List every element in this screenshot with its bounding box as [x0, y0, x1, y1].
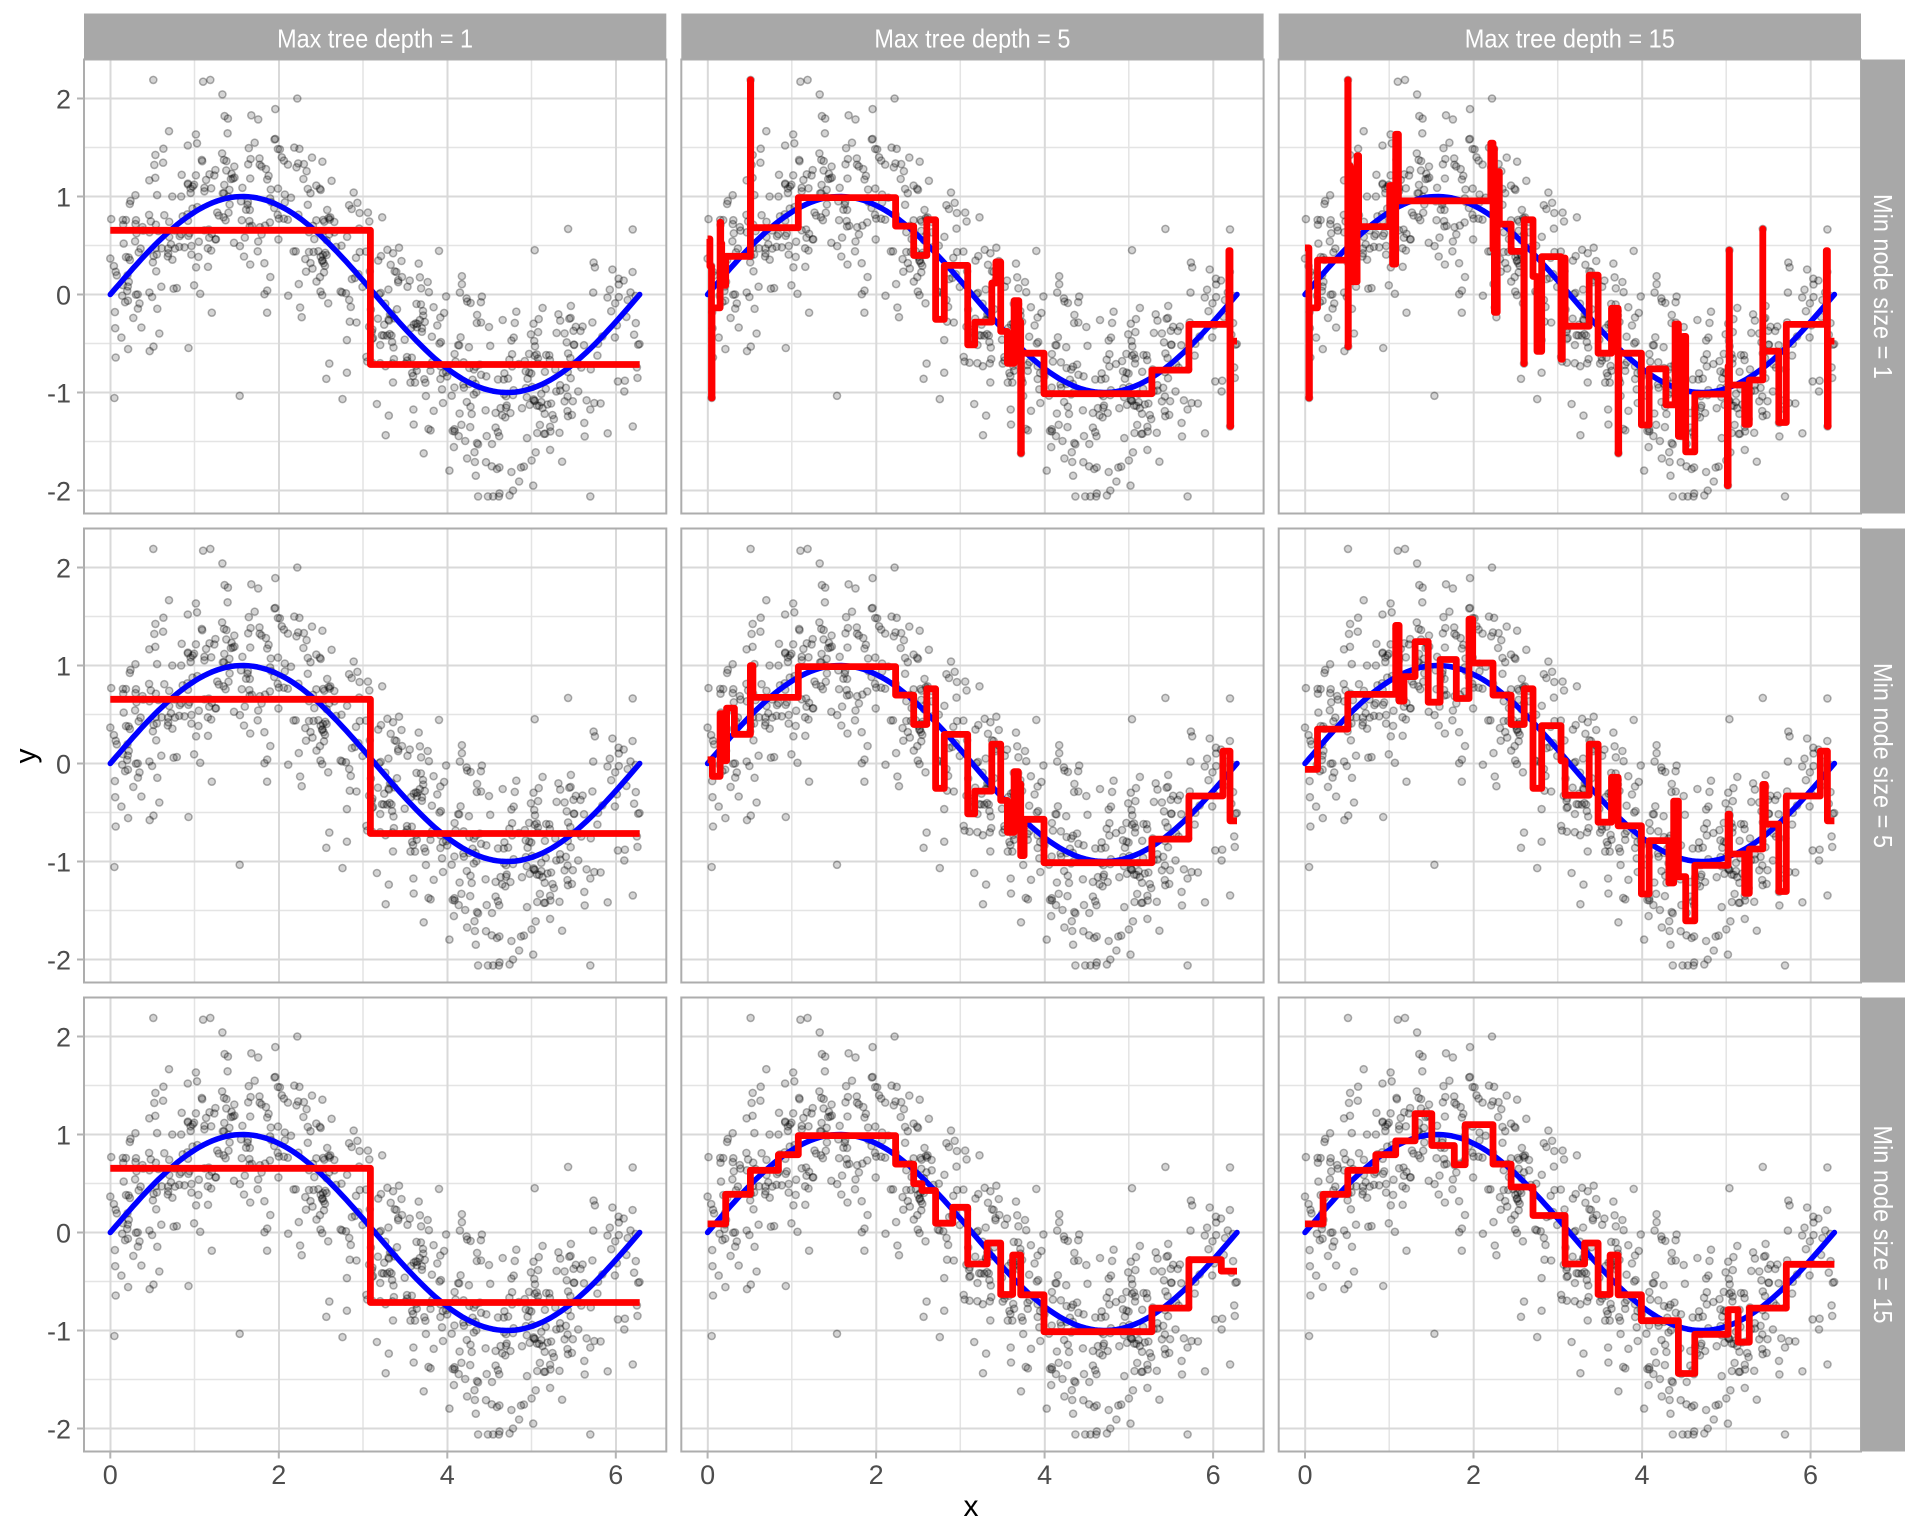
svg-text:0: 0	[103, 1460, 118, 1490]
svg-text:1: 1	[56, 1121, 71, 1151]
svg-text:1: 1	[56, 183, 71, 213]
svg-text:4: 4	[440, 1460, 455, 1490]
svg-text:Max tree depth = 15: Max tree depth = 15	[1465, 23, 1675, 53]
svg-text:0: 0	[1297, 1460, 1312, 1490]
svg-text:6: 6	[1803, 1460, 1818, 1490]
svg-text:0: 0	[56, 1219, 71, 1249]
svg-text:2: 2	[271, 1460, 286, 1490]
svg-text:2: 2	[56, 85, 71, 115]
svg-text:x: x	[964, 1490, 979, 1523]
svg-text:2: 2	[869, 1460, 884, 1490]
svg-text:Min node size = 15: Min node size = 15	[1868, 1126, 1898, 1324]
svg-text:Max tree depth = 5: Max tree depth = 5	[874, 23, 1070, 53]
svg-text:-1: -1	[47, 1317, 71, 1347]
svg-text:4: 4	[1634, 1460, 1649, 1490]
svg-text:-2: -2	[47, 946, 71, 976]
svg-text:4: 4	[1037, 1460, 1052, 1490]
svg-text:2: 2	[56, 554, 71, 584]
svg-text:0: 0	[700, 1460, 715, 1490]
svg-text:6: 6	[1206, 1460, 1221, 1490]
svg-text:1: 1	[56, 652, 71, 682]
svg-text:2: 2	[1466, 1460, 1481, 1490]
svg-text:0: 0	[56, 750, 71, 780]
svg-text:y: y	[9, 749, 42, 764]
svg-text:Min node size = 5: Min node size = 5	[1868, 663, 1898, 848]
svg-text:0: 0	[56, 281, 71, 311]
svg-text:2: 2	[56, 1023, 71, 1053]
svg-text:6: 6	[608, 1460, 623, 1490]
svg-text:-1: -1	[47, 848, 71, 878]
svg-text:Max tree depth = 1: Max tree depth = 1	[277, 23, 473, 53]
svg-text:-2: -2	[47, 477, 71, 507]
svg-text:-1: -1	[47, 379, 71, 409]
svg-text:Min node size = 1: Min node size = 1	[1868, 194, 1898, 379]
svg-text:-2: -2	[47, 1415, 71, 1445]
